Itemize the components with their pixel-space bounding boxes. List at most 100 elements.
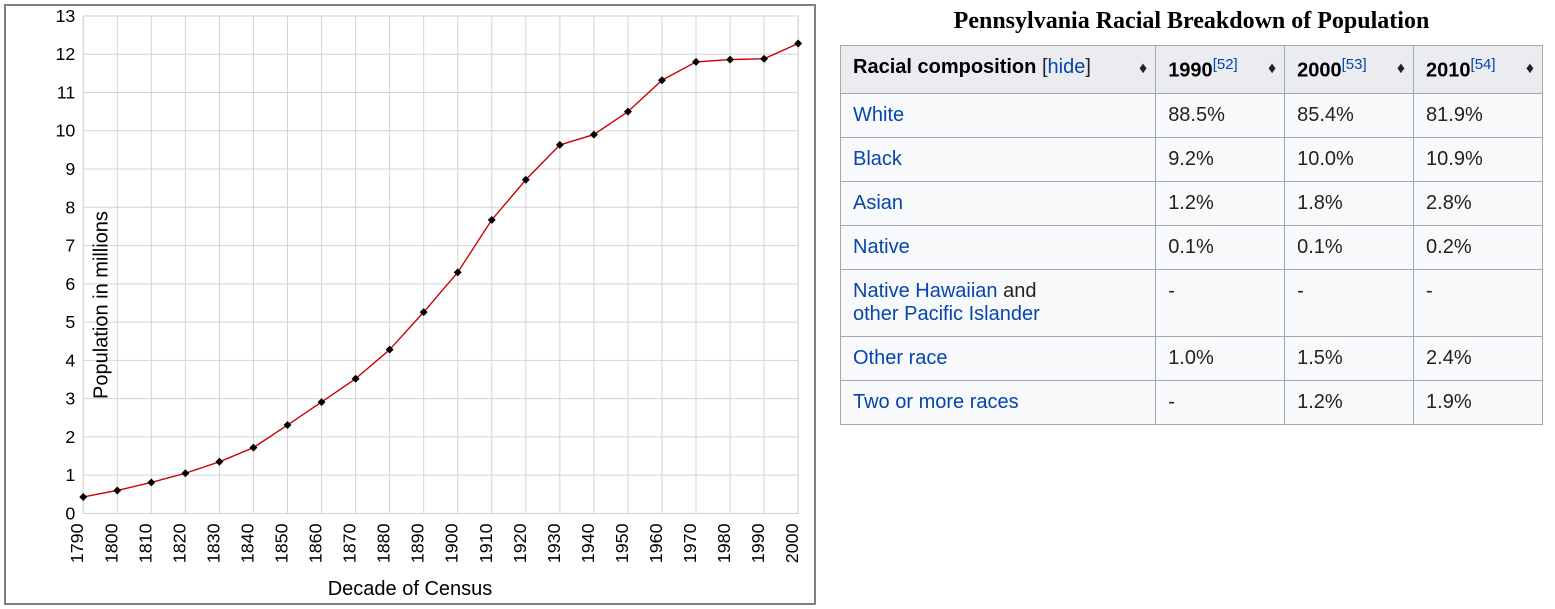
row-label-cell: Black	[841, 137, 1156, 181]
x-tick-label: 1800	[101, 523, 121, 563]
data-cell: 0.1%	[1285, 225, 1414, 269]
race-link[interactable]: Native Hawaiian	[853, 280, 998, 302]
ref-link[interactable]: [54]	[1471, 56, 1496, 73]
race-link[interactable]: Black	[853, 148, 902, 170]
population-line-chart: 0123456789101112131790180018101820183018…	[6, 6, 814, 603]
y-tick-label: 10	[55, 121, 75, 141]
data-cell: 85.4%	[1285, 93, 1414, 137]
y-tick-label: 4	[65, 350, 75, 370]
col-header-2010[interactable]: 2010[54] ♦	[1414, 46, 1543, 94]
sort-icon: ♦	[1268, 60, 1276, 78]
data-cell: 88.5%	[1156, 93, 1285, 137]
x-tick-label: 1910	[476, 523, 496, 563]
x-tick-label: 1840	[237, 523, 257, 563]
racial-table-container: Pennsylvania Racial Breakdown of Populat…	[820, 0, 1555, 433]
data-cell: 10.9%	[1414, 137, 1543, 181]
y-tick-label: 5	[65, 312, 75, 332]
x-tick-label: 1790	[67, 523, 87, 563]
x-tick-label: 1920	[510, 523, 530, 563]
y-axis-label: Population in millions	[90, 211, 113, 399]
y-tick-label: 3	[65, 389, 75, 409]
table-header-row: Racial composition [hide] ♦ 1990[52] ♦ 2…	[841, 46, 1543, 94]
x-tick-label: 1990	[748, 523, 768, 563]
x-tick-label: 1960	[646, 523, 666, 563]
x-tick-label: 1870	[340, 523, 360, 563]
table-row: Asian1.2%1.8%2.8%	[841, 181, 1543, 225]
data-cell: 1.5%	[1285, 336, 1414, 380]
chart-border: Population in millions 01234567891011121…	[4, 4, 816, 605]
y-tick-label: 12	[55, 44, 75, 64]
x-tick-label: 1880	[374, 523, 394, 563]
data-cell: -	[1156, 380, 1285, 424]
y-tick-label: 0	[65, 503, 75, 523]
race-link[interactable]: White	[853, 104, 904, 126]
y-tick-label: 1	[65, 465, 75, 485]
race-link[interactable]: Asian	[853, 192, 903, 214]
table-row: Native Hawaiian andother Pacific Islande…	[841, 269, 1543, 336]
x-tick-label: 1940	[578, 523, 598, 563]
sort-icon: ♦	[1139, 60, 1147, 78]
data-cell: -	[1414, 269, 1543, 336]
year-label: 2010	[1426, 60, 1471, 82]
data-cell: -	[1156, 269, 1285, 336]
year-label: 1990	[1168, 60, 1213, 82]
race-link[interactable]: Native	[853, 236, 910, 258]
table-row: Native0.1%0.1%0.2%	[841, 225, 1543, 269]
row-label-cell: Two or more races	[841, 380, 1156, 424]
row-label-cell: Other race	[841, 336, 1156, 380]
x-tick-label: 1980	[714, 523, 734, 563]
x-tick-label: 1900	[442, 523, 462, 563]
x-tick-label: 1890	[408, 523, 428, 563]
y-tick-label: 2	[65, 427, 75, 447]
x-tick-label: 1970	[680, 523, 700, 563]
y-tick-label: 13	[55, 6, 75, 26]
data-cell: 2.4%	[1414, 336, 1543, 380]
y-tick-label: 8	[65, 197, 75, 217]
ref-link[interactable]: [53]	[1342, 56, 1367, 73]
ref-link[interactable]: [52]	[1213, 56, 1238, 73]
year-label: 2000	[1297, 60, 1342, 82]
y-tick-label: 7	[65, 235, 75, 255]
data-cell: 0.2%	[1414, 225, 1543, 269]
racial-breakdown-table: Racial composition [hide] ♦ 1990[52] ♦ 2…	[840, 45, 1543, 425]
population-chart-container: Population in millions 01234567891011121…	[0, 0, 820, 609]
sort-icon: ♦	[1397, 60, 1405, 78]
data-cell: -	[1285, 269, 1414, 336]
col-header-1990[interactable]: 1990[52] ♦	[1156, 46, 1285, 94]
y-tick-label: 9	[65, 159, 75, 179]
y-tick-label: 11	[57, 82, 76, 102]
sort-icon: ♦	[1526, 60, 1534, 78]
data-cell: 1.2%	[1285, 380, 1414, 424]
data-cell: 1.0%	[1156, 336, 1285, 380]
table-row: Other race 1.0%1.5%2.4%	[841, 336, 1543, 380]
row-label-cell: White	[841, 93, 1156, 137]
table-row: White 88.5%85.4%81.9%	[841, 93, 1543, 137]
x-tick-label: 1830	[203, 523, 223, 563]
x-tick-label: 1860	[306, 523, 326, 563]
y-tick-label: 6	[65, 274, 75, 294]
table-row: Two or more races -1.2%1.9%	[841, 380, 1543, 424]
row-label-cell: Asian	[841, 181, 1156, 225]
row-label-cell: Native	[841, 225, 1156, 269]
race-link[interactable]: Two or more races	[853, 391, 1019, 413]
row-label-cell: Native Hawaiian andother Pacific Islande…	[841, 269, 1156, 336]
col-header-composition[interactable]: Racial composition [hide] ♦	[841, 46, 1156, 94]
data-cell: 0.1%	[1156, 225, 1285, 269]
col-header-2000[interactable]: 2000[53] ♦	[1285, 46, 1414, 94]
race-link[interactable]: other Pacific Islander	[853, 303, 1040, 325]
x-axis-label: Decade of Census	[6, 578, 814, 601]
data-cell: 1.8%	[1285, 181, 1414, 225]
x-tick-label: 1820	[169, 523, 189, 563]
table-title: Pennsylvania Racial Breakdown of Populat…	[840, 8, 1543, 35]
data-cell: 1.9%	[1414, 380, 1543, 424]
x-tick-label: 1850	[272, 523, 292, 563]
data-cell: 10.0%	[1285, 137, 1414, 181]
race-link[interactable]: Other race	[853, 347, 947, 369]
x-tick-label: 1810	[135, 523, 155, 563]
x-tick-label: 2000	[782, 523, 802, 563]
data-cell: 9.2%	[1156, 137, 1285, 181]
data-cell: 81.9%	[1414, 93, 1543, 137]
hide-link[interactable]: hide	[1048, 56, 1086, 78]
data-cell: 1.2%	[1156, 181, 1285, 225]
table-row: Black 9.2%10.0%10.9%	[841, 137, 1543, 181]
